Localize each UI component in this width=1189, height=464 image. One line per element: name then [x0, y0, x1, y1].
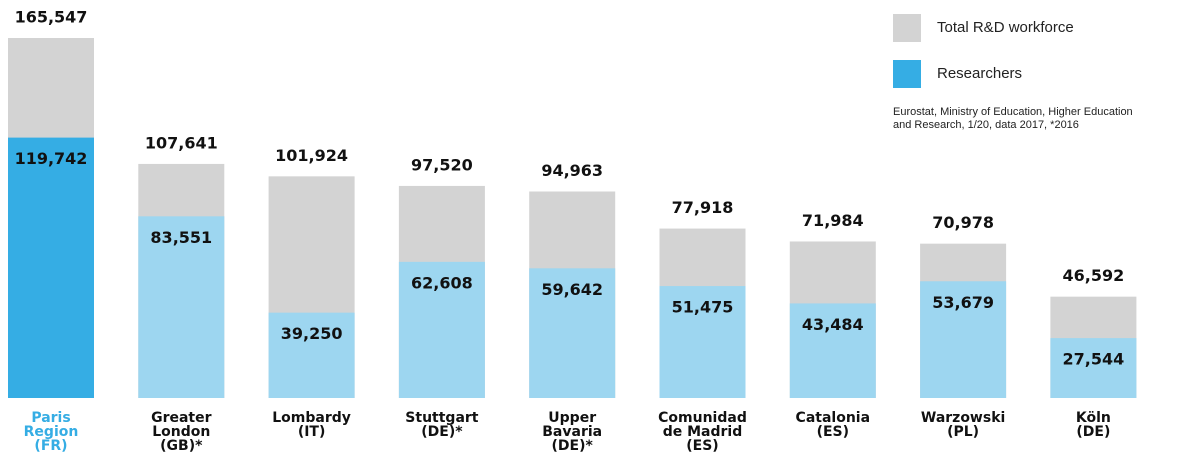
legend-label: Total R&D workforce — [937, 19, 1074, 36]
bar — [8, 137, 94, 398]
source-note: and Research, 1/20, data 2017, *2016 — [893, 119, 1079, 131]
bar — [1050, 338, 1137, 398]
bar — [659, 286, 746, 398]
value-label: 39,250 — [281, 324, 343, 343]
bar — [789, 303, 876, 398]
x-tick-label: Warzowski (PL) — [921, 410, 1005, 440]
value-label: 94,963 — [541, 161, 603, 180]
bar — [138, 216, 225, 398]
value-label: 71,984 — [802, 211, 864, 230]
bar — [529, 268, 616, 398]
legend-label: Researchers — [937, 65, 1022, 82]
value-label: 53,679 — [932, 293, 994, 312]
value-label: 59,642 — [541, 280, 603, 299]
value-label: 83,551 — [150, 228, 212, 247]
x-tick-label: Stuttgart (DE)* — [405, 410, 479, 440]
legend-swatch — [893, 60, 921, 88]
value-label: 43,484 — [802, 315, 864, 334]
value-label: 27,544 — [1063, 350, 1125, 369]
value-label: 165,547 — [15, 8, 88, 27]
value-label: 119,742 — [15, 149, 88, 168]
source-note: Eurostat, Ministry of Education, Higher … — [893, 106, 1133, 118]
bar — [268, 312, 355, 398]
bar — [920, 281, 1007, 398]
x-tick-label: Lombardy (IT) — [272, 410, 351, 440]
x-tick-label: Paris Region (FR) — [24, 410, 79, 454]
value-label: 70,978 — [932, 213, 994, 232]
x-tick-label: Upper Bavaria (DE)* — [542, 410, 602, 454]
x-tick-label: Greater London (GB)* — [151, 410, 212, 454]
x-tick-label: Catalonia (ES) — [796, 410, 871, 440]
bar — [398, 261, 485, 398]
value-label: 77,918 — [672, 198, 734, 217]
x-tick-label: Comunidad de Madrid (ES) — [658, 410, 747, 454]
value-label: 97,520 — [411, 155, 473, 174]
value-label: 51,475 — [672, 298, 734, 317]
value-label: 101,924 — [275, 146, 348, 165]
value-label: 46,592 — [1063, 266, 1125, 285]
value-label: 62,608 — [411, 273, 473, 292]
value-label: 107,641 — [145, 133, 218, 152]
x-tick-label: Köln (DE) — [1076, 410, 1111, 440]
legend-swatch — [893, 14, 921, 42]
